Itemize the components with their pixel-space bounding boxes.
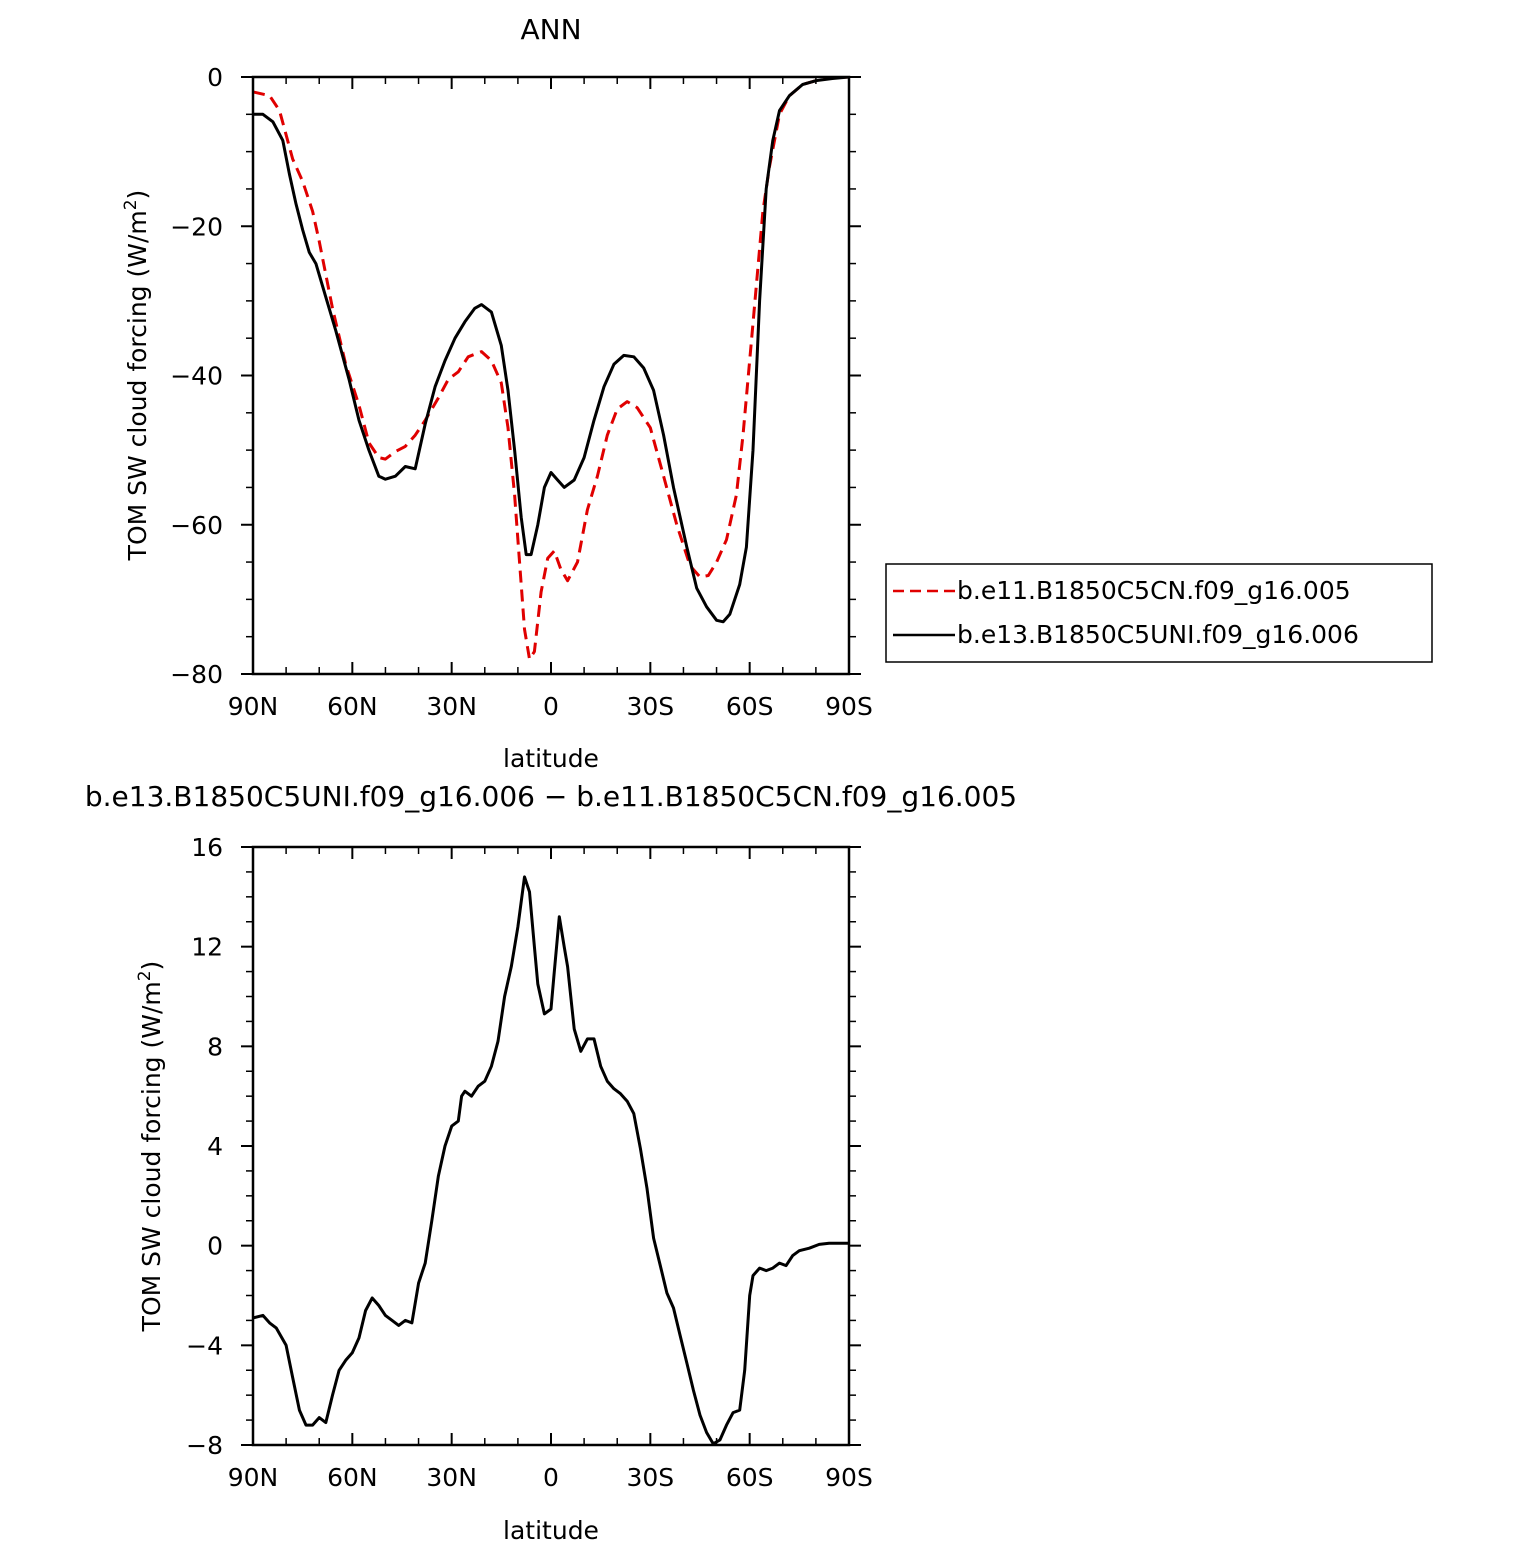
legend-box <box>885 563 1433 663</box>
y-tick-label: −4 <box>186 1331 223 1360</box>
x-tick-label: 90N <box>228 692 279 721</box>
legend-label-1: b.e11.B1850C5CN.f09_g16.005 <box>957 576 1351 605</box>
bottom-ticks <box>241 846 861 1446</box>
bottom-series-lines <box>253 875 849 1445</box>
x-tick-label: 90S <box>825 692 873 721</box>
top-panel: ANN 90N 60N 30N 0 30S 60S 90S 0 −20 −40 −60 −80 lat… <box>121 13 1433 773</box>
legend: b.e11.B1850C5CN.f09_g16.005 b.e13.B1850C… <box>885 563 1433 663</box>
top-series-lines <box>253 77 849 661</box>
x-tick-label: 90S <box>825 1463 873 1492</box>
bottom-tick-labels: 90N 60N 30N 0 30S 60S 90S 16 12 8 4 0 −4 −8 <box>186 833 873 1492</box>
x-tick-label: 30N <box>426 1463 477 1492</box>
x-tick-label: 60N <box>327 692 378 721</box>
y-tick-label: 4 <box>207 1132 223 1161</box>
x-tick-label: 60N <box>327 1463 378 1492</box>
y-tick-label: −8 <box>186 1431 223 1460</box>
bottom-plot-area <box>253 875 849 1445</box>
series-line-1 <box>253 77 849 661</box>
x-tick-label: 60S <box>726 1463 774 1492</box>
top-x-axis-label: latitude <box>503 744 599 773</box>
y-tick-label: −20 <box>170 212 223 241</box>
bottom-panel: b.e13.B1850C5UNI.f09_g16.006 − b.e11.B18… <box>85 780 1017 1545</box>
top-ticks <box>241 76 861 675</box>
y-tick-label: −60 <box>170 511 223 540</box>
y-tick-label: 16 <box>191 833 223 862</box>
x-tick-label: 30S <box>626 692 674 721</box>
top-chart-title: ANN <box>520 13 581 46</box>
top-tick-labels: 90N 60N 30N 0 30S 60S 90S 0 −20 −40 −60 −80 <box>170 63 873 721</box>
y-tick-label: −80 <box>170 660 223 689</box>
x-tick-label: 90N <box>228 1463 279 1492</box>
y-tick-label: 0 <box>207 1232 223 1261</box>
bottom-y-axis-label: TOM SW cloud forcing (W/m2) <box>135 961 166 1333</box>
series-line-2 <box>253 77 849 624</box>
x-tick-label: 0 <box>543 692 559 721</box>
top-plot-frame <box>251 75 851 676</box>
x-tick-label: 30S <box>626 1463 674 1492</box>
series-line-1 <box>253 875 849 1445</box>
y-tick-label: 8 <box>207 1032 223 1061</box>
bottom-x-axis-label: latitude <box>503 1516 599 1545</box>
x-tick-label: 0 <box>543 1463 559 1492</box>
top-plot-area <box>253 77 849 661</box>
y-tick-label: 0 <box>207 63 223 92</box>
y-tick-label: −40 <box>170 362 223 391</box>
y-tick-label: 12 <box>191 933 223 962</box>
top-y-axis-label: TOM SW cloud forcing (W/m2) <box>121 190 152 562</box>
legend-label-2: b.e13.B1850C5UNI.f09_g16.006 <box>957 620 1359 649</box>
x-tick-label: 60S <box>726 692 774 721</box>
bottom-plot-frame <box>251 845 851 1447</box>
bottom-chart-title: b.e13.B1850C5UNI.f09_g16.006 − b.e11.B18… <box>85 780 1017 813</box>
x-tick-label: 30N <box>426 692 477 721</box>
